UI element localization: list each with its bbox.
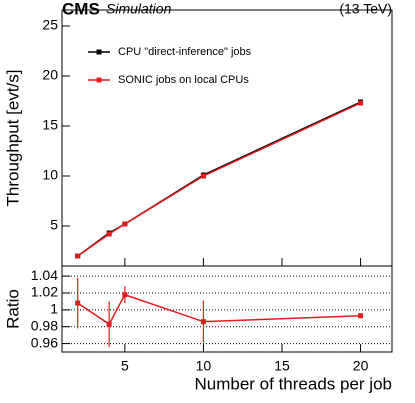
series-line: [77, 102, 361, 257]
y-tick-label: 0.96: [31, 334, 58, 350]
marker: [200, 319, 206, 325]
y-tick-label: 1: [50, 301, 58, 317]
y-tick-label: 1.04: [31, 267, 58, 283]
x-tick-label: 20: [353, 358, 369, 374]
cms-label: CMS: [62, 0, 100, 18]
y-tick-label: 5: [50, 217, 58, 233]
marker: [106, 321, 112, 327]
marker: [106, 231, 112, 237]
legend-label: CPU "direct-inference" jobs: [118, 46, 252, 58]
simulation-label: Simulation: [106, 1, 172, 17]
marker: [75, 300, 81, 306]
marker: [122, 221, 128, 227]
y-tick-label: 10: [42, 167, 58, 183]
y-tick-label: 20: [42, 67, 58, 83]
energy-label: (13 TeV): [339, 1, 392, 17]
series-line: [77, 293, 361, 326]
x-axis-label: Number of threads per job: [195, 374, 393, 393]
x-tick-label: 10: [196, 358, 212, 374]
y-tick-label: 1.02: [31, 284, 58, 300]
y-axis-label: Throughput [evt/s]: [3, 69, 22, 206]
marker: [200, 173, 206, 179]
marker: [75, 253, 81, 259]
legend-marker: [96, 77, 102, 83]
legend-label: SONIC jobs on local CPUs: [118, 74, 249, 86]
ratio-label: Ratio: [3, 289, 22, 329]
y-tick-label: 25: [42, 17, 58, 33]
marker: [122, 292, 128, 298]
y-tick-label: 15: [42, 117, 58, 133]
series-line: [77, 101, 361, 257]
y-tick-label: 0.98: [31, 317, 58, 333]
x-tick-label: 15: [274, 358, 290, 374]
ratio-frame: [61, 265, 393, 353]
x-tick-label: 5: [121, 358, 129, 374]
marker: [358, 313, 364, 319]
legend-marker: [96, 49, 102, 55]
marker: [358, 100, 364, 106]
